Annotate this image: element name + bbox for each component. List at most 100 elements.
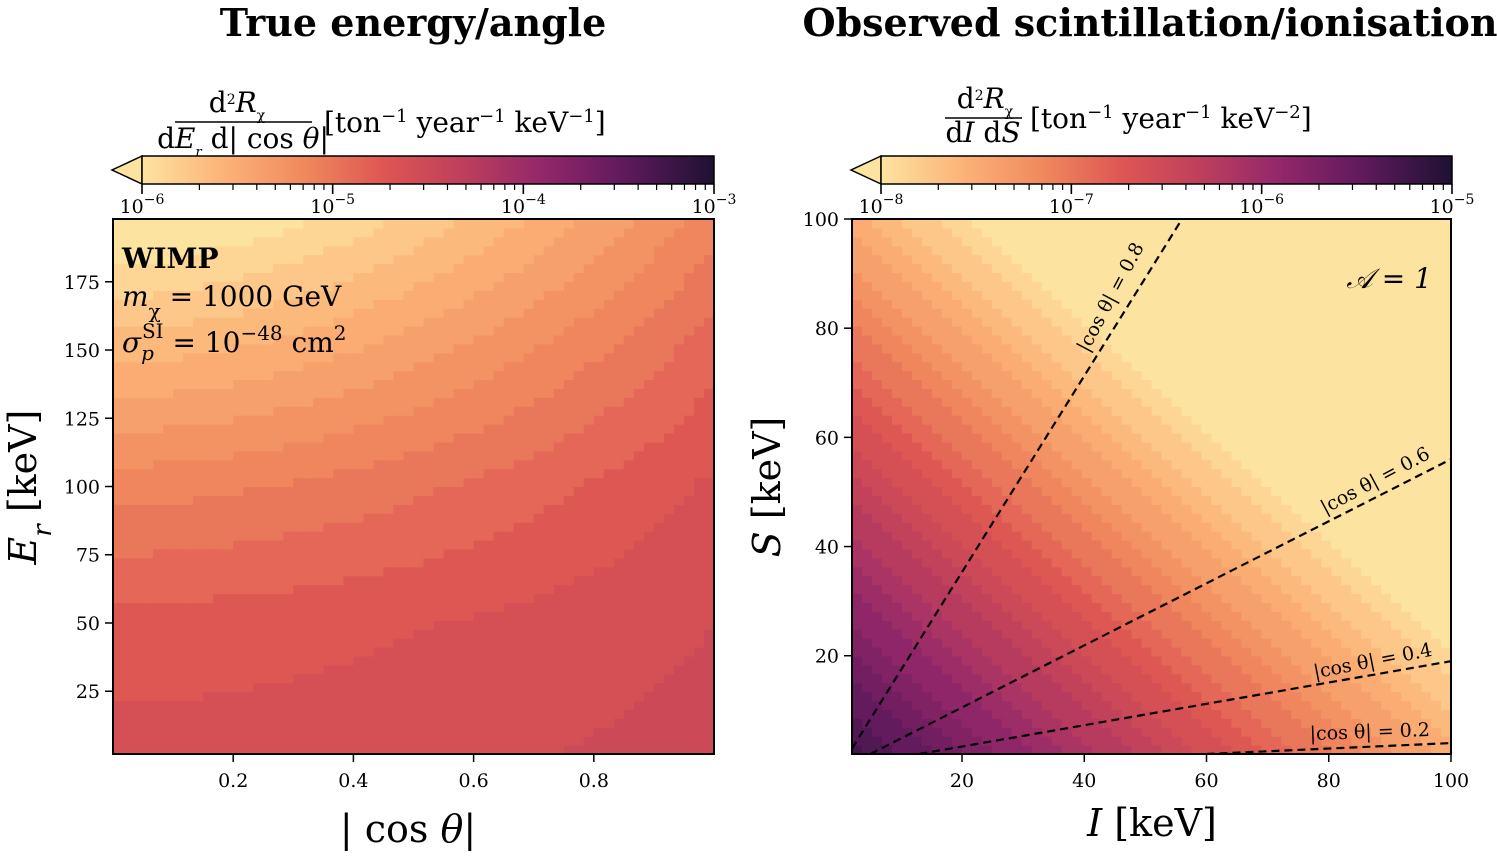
heatmap-cell — [861, 406, 873, 416]
heatmap-cell — [981, 308, 993, 318]
heatmap-cell — [423, 700, 435, 711]
heatmap-cell — [623, 299, 635, 309]
heatmap-cell — [113, 281, 124, 291]
heatmap-cell — [573, 433, 585, 443]
heatmap-cell — [881, 370, 893, 381]
heatmap-cell — [343, 611, 354, 621]
heatmap-cell — [203, 691, 214, 702]
heatmap-cell — [881, 673, 893, 684]
heatmap-cell — [283, 540, 294, 550]
heatmap-cell — [353, 620, 365, 630]
heatmap-cell — [703, 397, 714, 407]
heatmap-cell — [273, 655, 284, 666]
heatmap-cell — [363, 709, 375, 719]
heatmap-cell — [283, 691, 294, 702]
heatmap-cell — [852, 343, 863, 354]
heatmap-cell — [543, 673, 555, 684]
heatmap-cell — [253, 602, 264, 612]
heatmap-cell — [613, 700, 625, 711]
heatmap-cell — [403, 629, 415, 639]
heatmap-cell — [473, 406, 485, 416]
heatmap-cell — [503, 254, 515, 265]
heatmap-cell — [623, 691, 635, 702]
heatmap-cell — [553, 540, 565, 550]
heatmap-cell — [143, 317, 154, 327]
heatmap-cell — [233, 513, 244, 523]
heatmap-cell — [243, 504, 254, 514]
heatmap-cell — [871, 415, 883, 425]
heatmap-cell — [852, 504, 863, 514]
heatmap-cell — [991, 548, 1003, 559]
heatmap-cell — [1011, 379, 1023, 390]
heatmap-cell — [693, 468, 705, 479]
heatmap-cell — [543, 504, 555, 514]
heatmap-cell — [423, 227, 435, 238]
heatmap-cell — [173, 424, 184, 434]
heatmap-cell — [123, 317, 134, 327]
heatmap-cell — [663, 361, 675, 372]
heatmap-cell — [163, 655, 174, 666]
heatmap-cell — [253, 745, 264, 754]
heatmap-cell — [353, 236, 365, 247]
heatmap-cell — [353, 664, 365, 675]
heatmap-cell — [991, 504, 1003, 514]
heatmap-cell — [343, 745, 354, 754]
heatmap-cell — [971, 317, 983, 327]
heatmap-cell — [363, 727, 375, 737]
heatmap-cell — [603, 219, 615, 229]
heatmap-cell — [703, 415, 714, 425]
heatmap-cell — [133, 647, 144, 657]
heatmap-cell — [123, 691, 134, 702]
heatmap-cell — [961, 486, 973, 497]
heatmap-cell — [163, 584, 174, 595]
heatmap-cell — [533, 673, 545, 684]
heatmap-cell — [363, 415, 375, 425]
heatmap-cell — [243, 406, 254, 416]
heatmap-cell — [643, 700, 655, 711]
heatmap-cell — [573, 343, 585, 354]
heatmap-cell — [193, 326, 204, 336]
heatmap-cell — [403, 450, 415, 461]
heatmap-cell — [483, 602, 495, 612]
heatmap-cell — [173, 557, 184, 568]
heatmap-cell — [1021, 433, 1033, 443]
heatmap-cell — [633, 620, 645, 630]
heatmap-cell — [163, 379, 174, 390]
heatmap-cell — [343, 504, 354, 514]
heatmap-cell — [553, 227, 565, 238]
heatmap-cell — [373, 272, 385, 283]
heatmap-cell — [1041, 254, 1053, 265]
heatmap-cell — [353, 718, 365, 728]
heatmap-cell — [213, 486, 224, 497]
heatmap-cell — [583, 495, 595, 505]
heatmap-cell — [911, 727, 923, 737]
heatmap-cell — [353, 433, 365, 443]
heatmap-cell — [703, 664, 714, 675]
heatmap-cell — [683, 379, 695, 390]
heatmap-cell — [573, 424, 585, 434]
heatmap-cell — [473, 575, 485, 586]
heatmap-cell — [931, 370, 943, 381]
heatmap-cell — [911, 557, 923, 568]
heatmap-cell — [543, 575, 555, 586]
heatmap-cell — [373, 611, 385, 621]
heatmap-cell — [533, 495, 545, 505]
heatmap-cell — [1041, 575, 1053, 586]
heatmap-cell — [173, 682, 184, 693]
heatmap-cell — [133, 745, 144, 754]
heatmap-cell — [363, 548, 375, 559]
heatmap-cell — [253, 415, 264, 425]
heatmap-cell — [573, 352, 585, 363]
heatmap-cell — [293, 290, 304, 300]
heatmap-cell — [861, 575, 873, 586]
heatmap-cell — [1041, 513, 1053, 523]
heatmap-cell — [133, 263, 144, 274]
heatmap-cell — [493, 441, 505, 452]
heatmap-cell — [193, 504, 204, 514]
heatmap-cell — [523, 575, 535, 586]
heatmap-cell — [1031, 299, 1043, 309]
heatmap-cell — [143, 263, 154, 274]
heatmap-cell — [673, 441, 685, 452]
heatmap-cell — [663, 522, 675, 532]
heatmap-cell — [163, 299, 174, 309]
